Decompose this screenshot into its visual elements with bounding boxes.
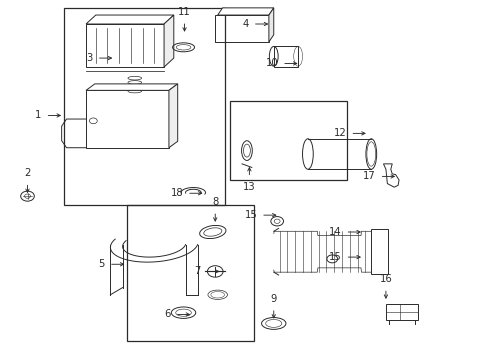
Bar (215, 15, 268, 42)
Bar (64, 8, 224, 205)
Text: 13: 13 (243, 182, 255, 192)
Polygon shape (168, 84, 177, 148)
Text: 9: 9 (270, 294, 276, 304)
Text: 15: 15 (328, 252, 341, 262)
Text: 15: 15 (244, 210, 257, 220)
Text: 11: 11 (178, 7, 190, 17)
Polygon shape (163, 15, 173, 67)
Bar (86, 24, 163, 67)
Text: 14: 14 (328, 227, 341, 237)
Bar (229, 101, 346, 180)
Bar (385, 304, 417, 320)
Text: 7: 7 (193, 266, 200, 276)
Bar (86, 90, 168, 148)
Text: 10: 10 (265, 58, 278, 68)
Bar (273, 45, 298, 67)
Text: 8: 8 (212, 197, 218, 207)
Text: 3: 3 (86, 53, 93, 63)
Text: 1: 1 (35, 111, 41, 121)
Text: 18: 18 (170, 188, 183, 198)
Text: 2: 2 (24, 168, 31, 178)
Polygon shape (86, 15, 173, 24)
Text: 12: 12 (333, 129, 346, 138)
Text: 16: 16 (379, 274, 391, 284)
Text: 5: 5 (99, 259, 105, 269)
Polygon shape (86, 84, 177, 90)
Text: 17: 17 (362, 171, 375, 181)
Text: 6: 6 (164, 310, 170, 319)
Polygon shape (268, 8, 273, 42)
Text: 4: 4 (242, 19, 248, 29)
Polygon shape (217, 8, 273, 15)
Bar (370, 229, 387, 274)
Bar (127, 205, 254, 341)
Polygon shape (383, 164, 398, 187)
